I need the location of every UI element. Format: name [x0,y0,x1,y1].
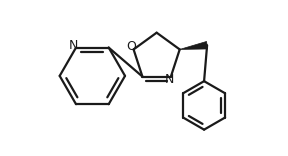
Text: O: O [126,40,136,53]
Text: N: N [165,73,174,86]
Polygon shape [180,41,208,49]
Text: N: N [69,39,78,52]
